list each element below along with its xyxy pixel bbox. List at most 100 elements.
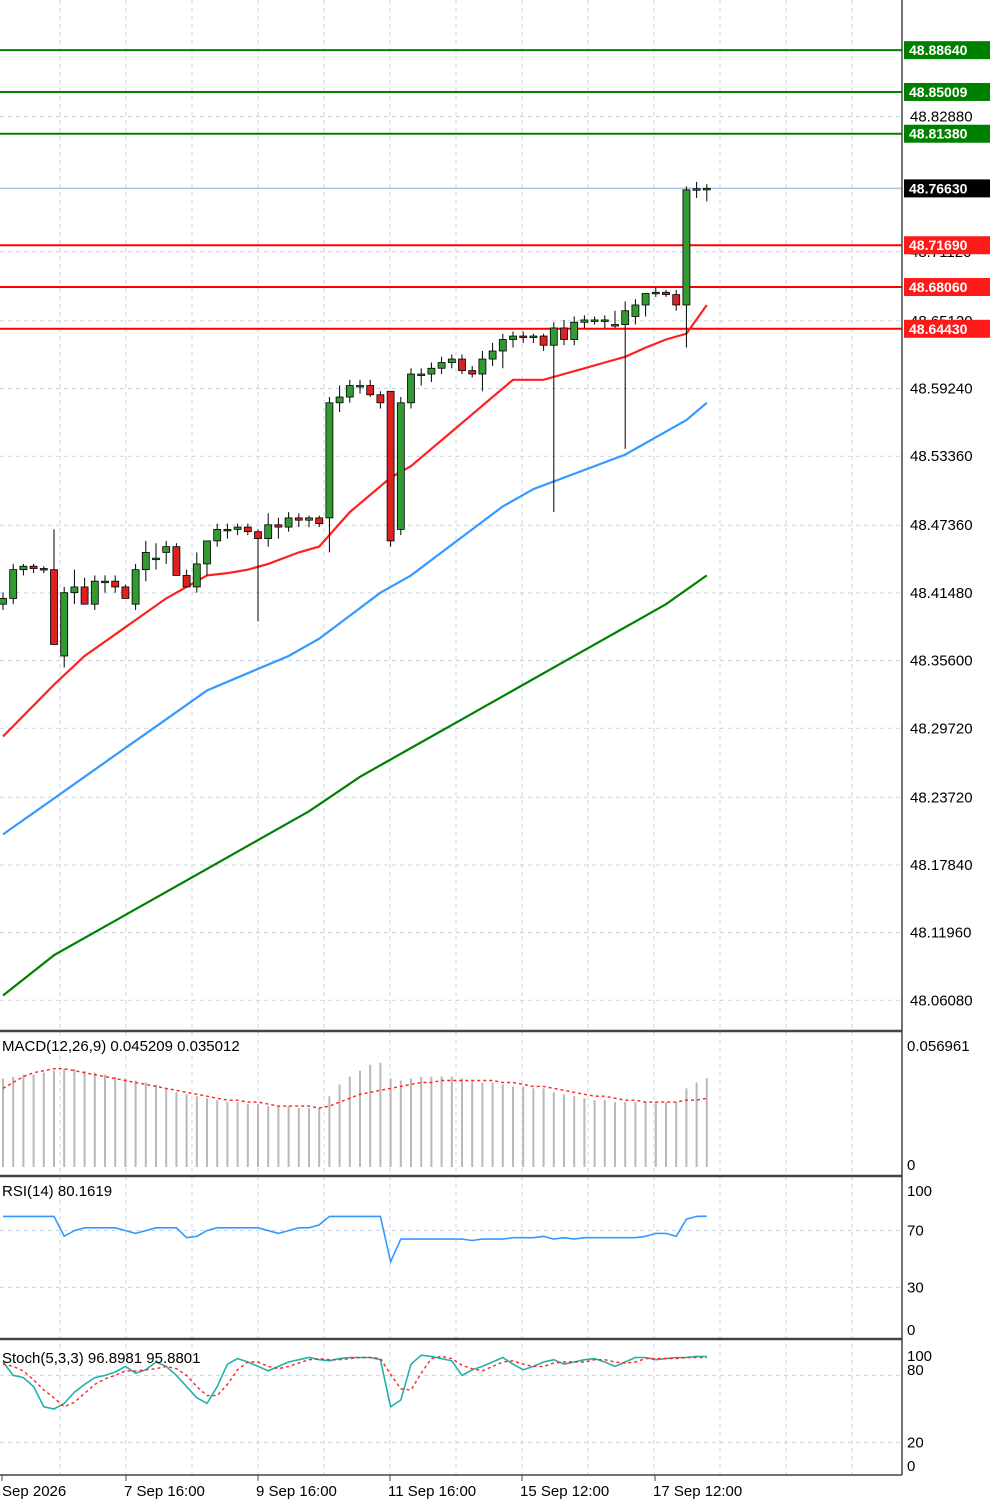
candle-body-bearish [80,586,89,605]
candle [447,354,456,369]
candle [682,186,691,348]
price-levels [0,49,902,330]
axis-labels: 48.06080 48.11960 48.17840 48.23720 48.29720… [1,41,990,1500]
time-tick-label: Sep 2026 [2,1483,66,1500]
resistance-level-label-box [904,41,990,60]
candle-body-bullish [580,319,589,323]
rsi-tick-label: 100 [907,1183,932,1200]
candle [580,315,589,328]
price-tick-label: 48.59240 [910,381,973,398]
moving-averages [2,304,708,997]
candle [152,543,160,570]
candle-body-bullish [427,367,436,375]
rsi-line [3,1215,707,1265]
candle-body-bullish [213,528,222,542]
candle [590,316,599,325]
macd-tick-label: 0.056961 [907,1038,970,1055]
candle-body-bullish [192,563,201,588]
candle-body-bullish [529,335,538,338]
candle [539,333,548,352]
candle-body-bullish [233,526,242,530]
stoch-tick-label: 80 [907,1362,924,1379]
macd-signal-line [2,1067,707,1109]
rsi-tick-label: 30 [907,1279,924,1296]
candle [560,319,568,346]
candle [692,181,701,198]
ma-green-line [2,574,708,997]
candle [182,569,191,588]
candle-body-bullish [305,517,313,521]
price-tick-label: 48.17840 [910,857,973,874]
candle-body-bullish [131,569,140,605]
candle-body-bearish [539,335,548,346]
candle [203,540,211,576]
candle [121,584,130,599]
candle [0,592,7,610]
rsi-title: RSI(14) 80.1619 [2,1183,112,1200]
candle-body-bullish [203,540,211,565]
candle [427,362,436,383]
candle [376,391,385,409]
rsi-tick-label: 70 [907,1223,924,1240]
candle-body-bullish [101,580,109,584]
candle [478,351,487,392]
stoch-k-line [2,1354,707,1410]
candle [294,513,303,528]
stoch-tick-label: 100 [907,1348,932,1365]
candle [356,379,364,394]
candle-body-bearish [274,524,283,528]
candle [417,368,426,386]
rsi-tick-label: 0 [907,1322,915,1339]
price-tick-label: 48.41480 [910,585,973,602]
candle-body-bearish [182,575,191,588]
resistance-level-label-box [904,82,990,101]
candle [111,575,120,593]
candle [529,333,538,343]
candle [305,515,313,528]
candle [641,293,650,317]
candle [223,523,232,539]
candle-body-bearish [294,517,303,521]
candle [437,356,446,375]
time-tick-label: 17 Sep 12:00 [653,1483,742,1500]
candle [519,331,528,343]
candle-body-bullish [284,517,293,528]
candle [39,566,48,574]
candle [702,184,711,202]
price-tick-label: 48.06080 [910,992,973,1009]
candle [631,299,640,325]
candle [611,310,619,328]
candle [19,563,28,576]
candle [325,397,334,553]
candle-body-bearish [29,565,38,569]
candle-body-bullish [549,327,558,346]
candle-body-bullish [325,402,334,519]
candle [70,569,79,605]
candle-body-bullish [345,385,354,398]
candle [335,385,344,412]
candle-body-bullish [692,188,701,191]
candle-body-bearish [519,335,528,338]
candle-body-bullish [417,373,426,376]
candle [60,586,69,668]
macd-title: MACD(12,26,9) 0.045209 0.035012 [2,1038,240,1055]
candle-body-bullish [90,580,99,605]
stoch-title: Stoch(5,3,3) 96.8981 95.8801 [2,1350,201,1367]
grid-lines [0,0,902,1475]
candle-body-bullish [621,310,630,325]
candle-body-bullish [702,187,711,191]
candle [101,575,109,593]
candle [621,301,630,449]
candle-body-bearish [172,546,181,576]
candle [345,379,354,403]
candle [458,354,466,375]
stochastic-panel [2,1354,707,1410]
candle-body-bullish [631,304,640,317]
resistance-level-label: 48.88640 [909,42,968,58]
ma-blue-line [2,401,708,836]
candle [264,513,273,547]
candle-body-bullish [335,396,344,404]
candlesticks [0,181,711,668]
time-tick-label: 11 Sep 16:00 [388,1483,476,1500]
support-level-label: 48.64430 [909,321,968,337]
